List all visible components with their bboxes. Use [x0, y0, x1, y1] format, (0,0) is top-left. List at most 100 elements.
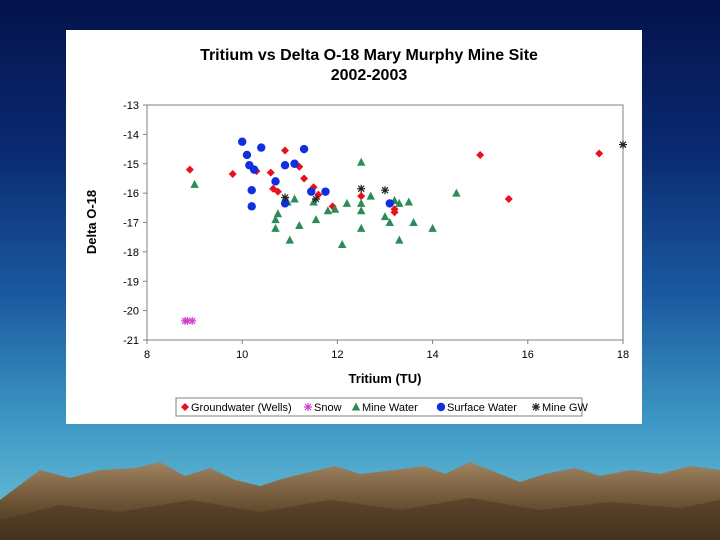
data-points — [181, 137, 627, 325]
data-point — [280, 199, 290, 208]
y-tick-label: -16 — [123, 188, 139, 200]
data-point — [342, 198, 352, 207]
x-tick-label: 18 — [617, 349, 629, 361]
y-tick-label: -17 — [123, 218, 139, 230]
series-surface-water — [238, 137, 394, 211]
data-point — [357, 223, 366, 232]
data-point — [385, 199, 394, 208]
legend-marker — [532, 403, 540, 411]
data-point — [476, 150, 485, 159]
data-point — [428, 223, 437, 232]
data-point — [366, 191, 375, 200]
data-point — [249, 165, 259, 174]
data-point — [247, 185, 256, 195]
data-point — [395, 198, 404, 207]
data-point — [238, 137, 247, 146]
y-tick-label: -14 — [123, 129, 139, 141]
x-axis-label: Tritium (TU) — [349, 371, 422, 386]
data-point — [285, 235, 294, 244]
x-axis-ticks: 8 10 12 14 16 18 — [144, 340, 629, 361]
chart-title: Tritium vs Delta O-18 Mary Murphy Mine S… — [200, 47, 538, 64]
legend-marker — [304, 403, 312, 411]
data-point — [390, 208, 399, 217]
legend-marker — [181, 403, 189, 411]
data-point — [409, 218, 418, 226]
data-point — [357, 157, 366, 166]
x-tick-label: 10 — [236, 349, 248, 361]
data-point — [183, 316, 192, 325]
data-point — [321, 187, 330, 196]
series-snow — [181, 316, 197, 325]
data-point — [619, 140, 627, 149]
data-point — [271, 177, 280, 186]
y-tick-label: -15 — [123, 159, 139, 171]
data-point — [381, 186, 389, 195]
data-point — [314, 190, 323, 199]
data-point — [266, 168, 275, 177]
y-tick-label: -13 — [123, 100, 139, 112]
data-point — [281, 146, 290, 155]
legend-label: Groundwater (Wells) — [191, 402, 292, 414]
data-point — [357, 198, 366, 207]
data-point — [290, 194, 299, 203]
x-tick-label: 14 — [426, 349, 438, 361]
y-tick-label: -20 — [123, 306, 139, 318]
chart-panel: Tritium vs Delta O-18 Mary Murphy Mine S… — [66, 30, 642, 424]
data-point — [257, 143, 266, 152]
data-point — [311, 215, 321, 224]
legend-entry: Snow — [304, 402, 342, 414]
data-point — [281, 193, 290, 202]
data-point — [271, 215, 280, 224]
data-point — [242, 150, 252, 160]
data-point — [273, 209, 283, 218]
legend-label: Snow — [314, 402, 342, 414]
y-tick-label: -21 — [123, 335, 139, 347]
data-point — [452, 188, 461, 197]
y-tick-label: -19 — [123, 276, 139, 288]
data-point — [188, 316, 197, 325]
data-point — [323, 206, 333, 215]
data-point — [357, 184, 366, 193]
scatter-chart: Tritium vs Delta O-18 Mary Murphy Mine S… — [84, 47, 629, 417]
plot-area — [146, 104, 624, 341]
mountain-shadow — [0, 498, 720, 540]
y-axis-label: Delta O-18 — [84, 190, 99, 254]
data-point — [299, 144, 309, 154]
data-point — [337, 240, 347, 249]
legend-label: Mine GW — [542, 402, 588, 414]
data-point — [190, 179, 199, 188]
y-tick-label: -18 — [123, 247, 139, 259]
legend-entry: Mine GW — [532, 402, 588, 414]
legend-marker — [351, 402, 361, 411]
legend-label: Mine Water — [362, 402, 418, 414]
data-point — [307, 187, 316, 196]
data-point — [295, 220, 304, 229]
data-point — [300, 174, 309, 183]
data-point — [395, 235, 404, 244]
series-mine-gw — [281, 140, 627, 203]
data-point — [247, 202, 256, 211]
legend: Groundwater (Wells) Snow Mine Water Surface… — [181, 402, 588, 414]
data-point — [380, 212, 390, 221]
x-tick-label: 12 — [331, 349, 343, 361]
data-point — [271, 223, 280, 232]
legend-entry: Surface Water — [436, 402, 517, 414]
data-point — [269, 184, 278, 193]
data-point — [185, 165, 194, 174]
data-point — [357, 192, 366, 201]
x-tick-label: 16 — [522, 349, 534, 361]
data-point — [311, 195, 320, 203]
data-point — [228, 170, 237, 179]
data-point — [280, 161, 290, 170]
data-point — [273, 187, 282, 196]
legend-entry: Groundwater (Wells) — [181, 402, 292, 414]
data-point — [357, 206, 366, 215]
legend-label: Surface Water — [447, 402, 517, 414]
x-tick-label: 8 — [144, 349, 150, 361]
data-point — [404, 197, 413, 206]
data-point — [385, 218, 394, 226]
legend-marker — [436, 402, 446, 412]
data-point — [290, 159, 299, 168]
y-axis-ticks: -13 -14 -15 -16 -17 -18 -19 -20 -21 — [123, 100, 147, 347]
